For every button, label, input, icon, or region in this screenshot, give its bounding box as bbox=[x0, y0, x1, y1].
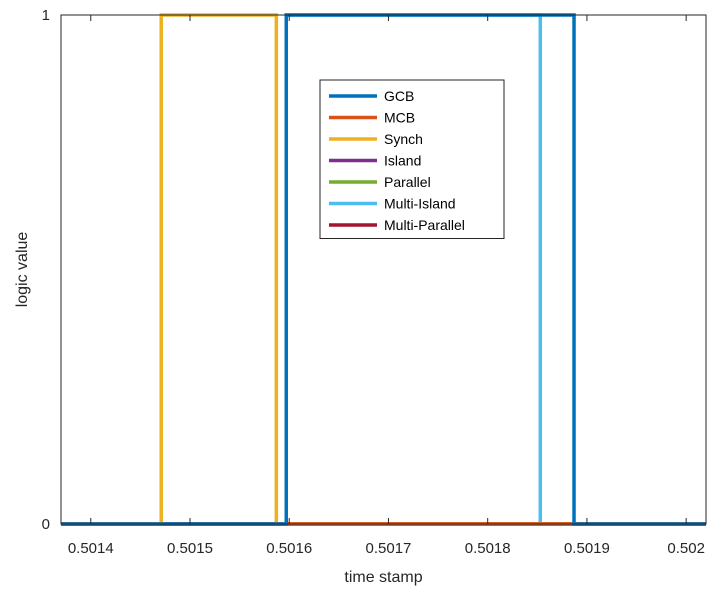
x-tick-label: 0.5017 bbox=[366, 540, 412, 557]
x-tick-label: 0.5016 bbox=[266, 540, 312, 557]
legend-label-island: Island bbox=[384, 153, 421, 169]
legend: GCB MCB Synch Island Parallel Multi-Island Mul… bbox=[319, 79, 505, 239]
x-tick-label: 0.5018 bbox=[465, 540, 511, 557]
legend-label-synch: Synch bbox=[384, 131, 423, 147]
y-tick-label: 1 bbox=[42, 7, 50, 24]
ticks-layer: 0.5014 0.5015 0.5016 0.5017 0.5018 0.5019 0.50… bbox=[42, 7, 706, 557]
x-tick-label: 0.5014 bbox=[68, 540, 114, 557]
legend-label-gcb: GCB bbox=[384, 88, 414, 104]
legend-label-mcb: MCB bbox=[384, 110, 415, 126]
x-axis-label: time stamp bbox=[344, 569, 422, 586]
x-tick-label: 0.5019 bbox=[564, 540, 610, 557]
plot-frame bbox=[60, 14, 707, 525]
y-tick-label: 0 bbox=[42, 516, 50, 533]
legend-label-multi-parallel: Multi-Parallel bbox=[384, 217, 465, 233]
legend-label-multi-island: Multi-Island bbox=[384, 196, 456, 212]
x-tick-label: 0.5015 bbox=[167, 540, 213, 557]
y-axis-label: logic value bbox=[14, 232, 31, 308]
legend-label-parallel: Parallel bbox=[384, 174, 431, 190]
x-tick-label: 0.502 bbox=[667, 540, 705, 557]
